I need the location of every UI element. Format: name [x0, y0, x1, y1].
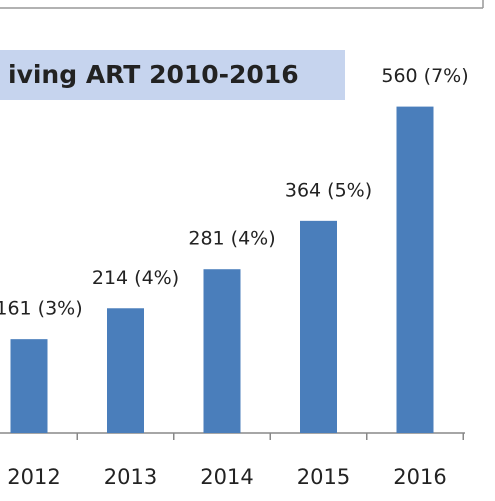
bar: [10, 339, 48, 433]
x-tick-label: 2012: [7, 465, 60, 489]
bar: [396, 106, 434, 433]
value-label: 281 (4%): [188, 228, 275, 250]
x-tick-label: 2014: [200, 465, 253, 489]
chart-title: iving ART 2010-2016: [8, 60, 299, 89]
x-tick-label: 2016: [393, 465, 446, 489]
bar: [203, 269, 241, 433]
value-label: 560 (7%): [381, 65, 468, 87]
value-label: 161 (3%): [0, 298, 83, 320]
x-tick-label: 2013: [104, 465, 157, 489]
x-tick-label: 2015: [297, 465, 350, 489]
value-label: 214 (4%): [92, 267, 179, 289]
bar: [107, 308, 144, 433]
bar: [300, 220, 337, 433]
value-label: 364 (5%): [285, 179, 372, 201]
title-box: [0, 50, 345, 100]
